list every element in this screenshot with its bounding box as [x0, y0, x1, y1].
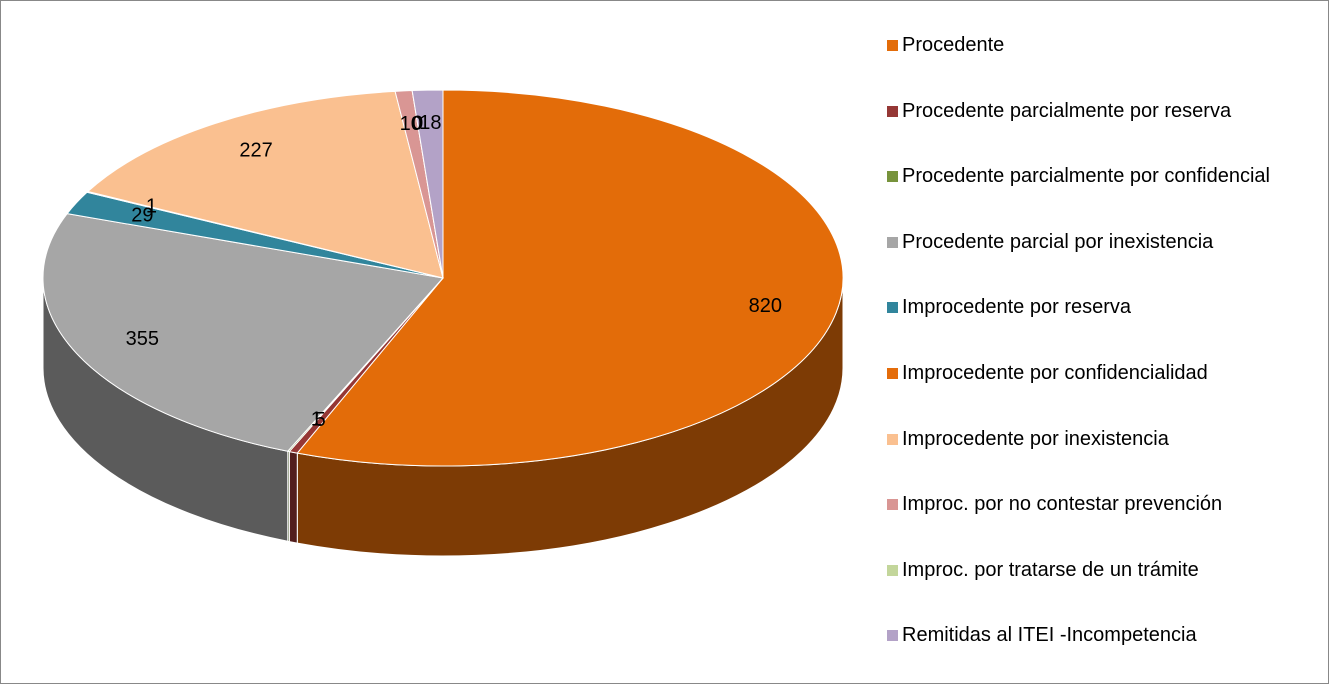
data-label: 29 [131, 205, 153, 227]
legend-swatch [887, 171, 898, 183]
legend-item: Improcedente por confidencialidad [887, 359, 1299, 388]
slice [86, 90, 444, 279]
legend-item: Remitidas al ITEI -Incompetencia [887, 621, 1299, 650]
data-label: 0 [412, 113, 423, 135]
legend-label: Improc. por tratarse de un trámite [902, 558, 1199, 581]
legend-item: Procedente parcial por inexistencia [887, 228, 1299, 257]
data-label: 355 [126, 328, 159, 350]
data-label: 820 [749, 295, 782, 317]
slice [296, 89, 844, 467]
legend-item: Procedente parcialmente por reserva [887, 97, 1299, 126]
legend-label: Improc. por no contestar prevención [902, 493, 1223, 516]
legend-label: Improcedente por reserva [902, 296, 1132, 319]
data-label: 1 [311, 408, 322, 430]
legend-swatch [887, 236, 898, 248]
legend-label: Procedente [902, 34, 1005, 56]
legend-item: Procedente parcialmente por confidencial [887, 162, 1299, 191]
legend-label: Procedente parcialmente por reserva [902, 99, 1232, 122]
legend-swatch [887, 105, 898, 117]
data-label: 10 [400, 113, 422, 135]
legend-swatch [887, 40, 898, 51]
legend-item: Improcedente por reserva [887, 293, 1299, 322]
legend-item: Improc. por tratarse de un trámite [887, 556, 1299, 585]
legend-item: Improcedente por inexistencia [887, 425, 1299, 454]
slice-side [288, 450, 298, 544]
data-label: 18 [419, 112, 441, 134]
legend-swatch [887, 499, 898, 511]
legend-swatch [887, 630, 898, 642]
legend-swatch [887, 368, 898, 379]
legend-item: Improc. por no contestar prevención [887, 490, 1299, 519]
legend-label: Procedente parcialmente por confidencial [902, 165, 1270, 188]
legend-swatch [887, 302, 898, 314]
legend-label: Remitidas al ITEI -Incompetencia [902, 624, 1197, 647]
slice [42, 213, 444, 452]
data-label: 5 [315, 409, 326, 431]
data-label: 227 [239, 140, 272, 162]
pie-tops [42, 89, 844, 467]
legend-label: Improcedente por confidencialidad [902, 362, 1208, 384]
data-label: 1 [146, 196, 157, 218]
legend-label: Procedente parcial por inexistencia [902, 230, 1214, 253]
legend-item: Procedente [887, 31, 1299, 60]
slice [411, 89, 444, 279]
legend-swatch [887, 564, 898, 576]
legend-label: Improcedente por inexistencia [902, 427, 1169, 450]
legend-swatch [887, 433, 898, 445]
